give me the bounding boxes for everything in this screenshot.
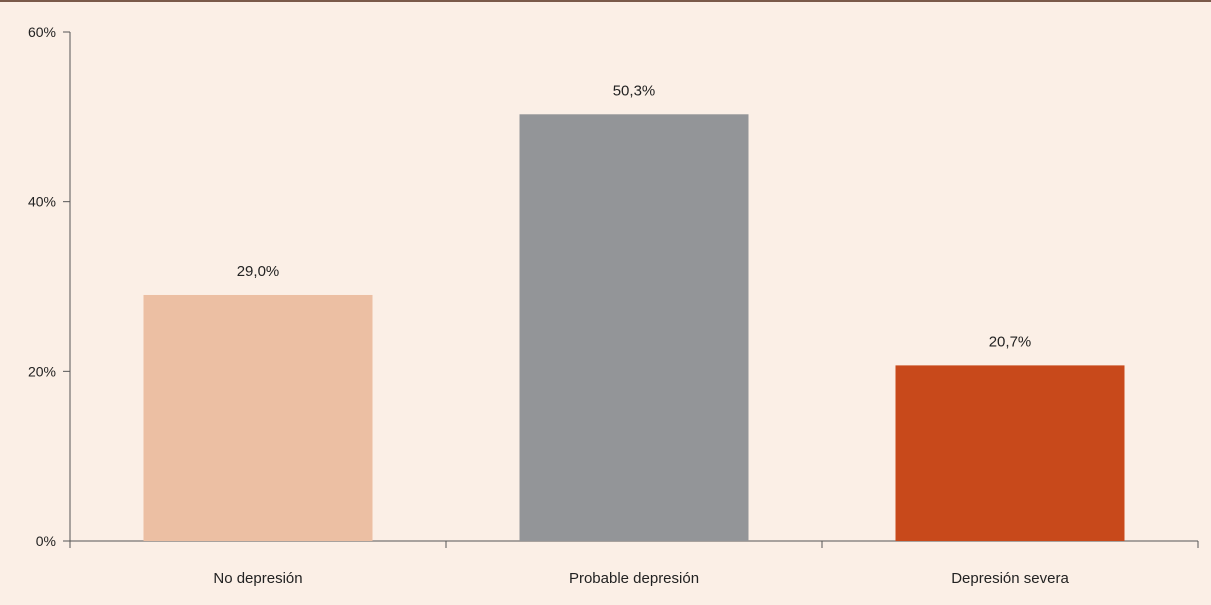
top-border <box>0 0 1211 2</box>
bar <box>895 365 1125 541</box>
y-tick-label: 0% <box>36 533 56 549</box>
bar-value-label: 50,3% <box>613 82 656 99</box>
y-axis: 0% 20% 40% 60% <box>28 24 71 549</box>
x-tick-label: Probable depresión <box>569 570 699 587</box>
data-labels: 29,0% 50,3% 20,7% <box>237 82 1032 350</box>
y-tick-label: 40% <box>28 194 56 210</box>
bar <box>143 294 373 541</box>
y-tick-label: 20% <box>28 363 56 379</box>
x-axis: No depresión Probable depresión Depresión … <box>69 540 1199 587</box>
x-tick-label: Depresión severa <box>951 570 1069 587</box>
bar <box>519 114 749 541</box>
bar-value-label: 20,7% <box>989 333 1032 350</box>
y-tick-label: 60% <box>28 24 56 40</box>
x-tick-label: No depresión <box>213 570 302 587</box>
bars <box>143 114 1125 541</box>
bar-value-label: 29,0% <box>237 263 280 280</box>
